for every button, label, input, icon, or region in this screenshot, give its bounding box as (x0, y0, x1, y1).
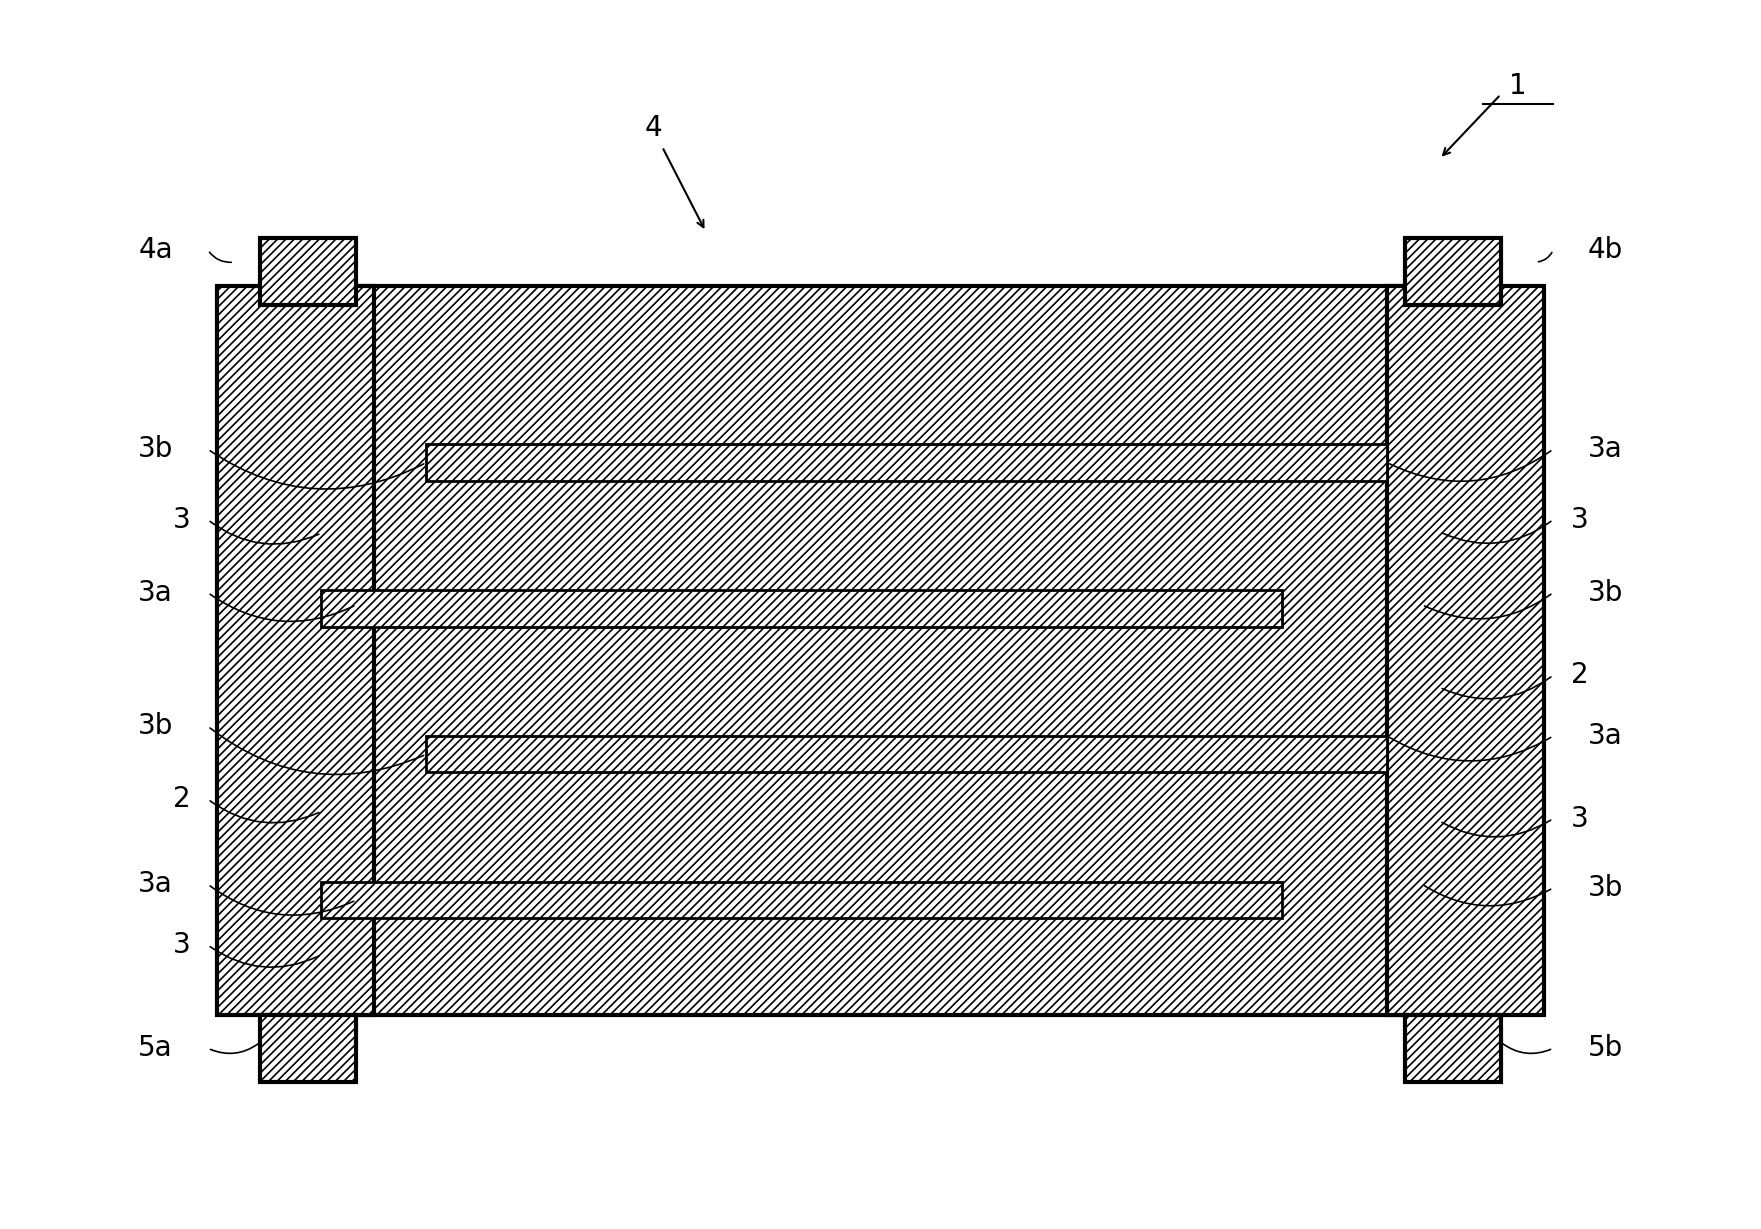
Bar (1405, 238, 1500, 305)
Bar (1388, 286, 1544, 1015)
Bar (426, 736, 1388, 773)
Bar (1405, 1015, 1500, 1083)
Text: 3a: 3a (1588, 435, 1624, 463)
Text: 4b: 4b (1588, 236, 1624, 264)
Text: 5b: 5b (1588, 1035, 1624, 1062)
Text: 3: 3 (173, 505, 190, 533)
Text: 3: 3 (1571, 505, 1588, 533)
Text: 3a: 3a (137, 579, 173, 607)
Text: 2: 2 (173, 785, 190, 814)
Bar (426, 445, 1388, 481)
Bar (261, 1015, 356, 1083)
Text: 3b: 3b (137, 435, 173, 463)
Bar (261, 238, 356, 305)
Bar (322, 286, 1439, 1015)
Bar (217, 286, 373, 1015)
Text: 3b: 3b (1588, 874, 1624, 902)
Bar (322, 882, 1282, 918)
Text: 3b: 3b (1588, 579, 1624, 607)
Text: 3b: 3b (137, 713, 173, 740)
Text: 3a: 3a (137, 870, 173, 898)
Text: 1: 1 (1509, 73, 1527, 100)
Bar (322, 590, 1282, 627)
Text: 3: 3 (1571, 805, 1588, 832)
Text: 2: 2 (1571, 661, 1588, 689)
Text: 5a: 5a (139, 1035, 173, 1062)
Text: 3a: 3a (1588, 721, 1624, 750)
Text: 4a: 4a (139, 236, 173, 264)
Text: 4: 4 (645, 114, 662, 143)
Text: 3: 3 (173, 932, 190, 959)
